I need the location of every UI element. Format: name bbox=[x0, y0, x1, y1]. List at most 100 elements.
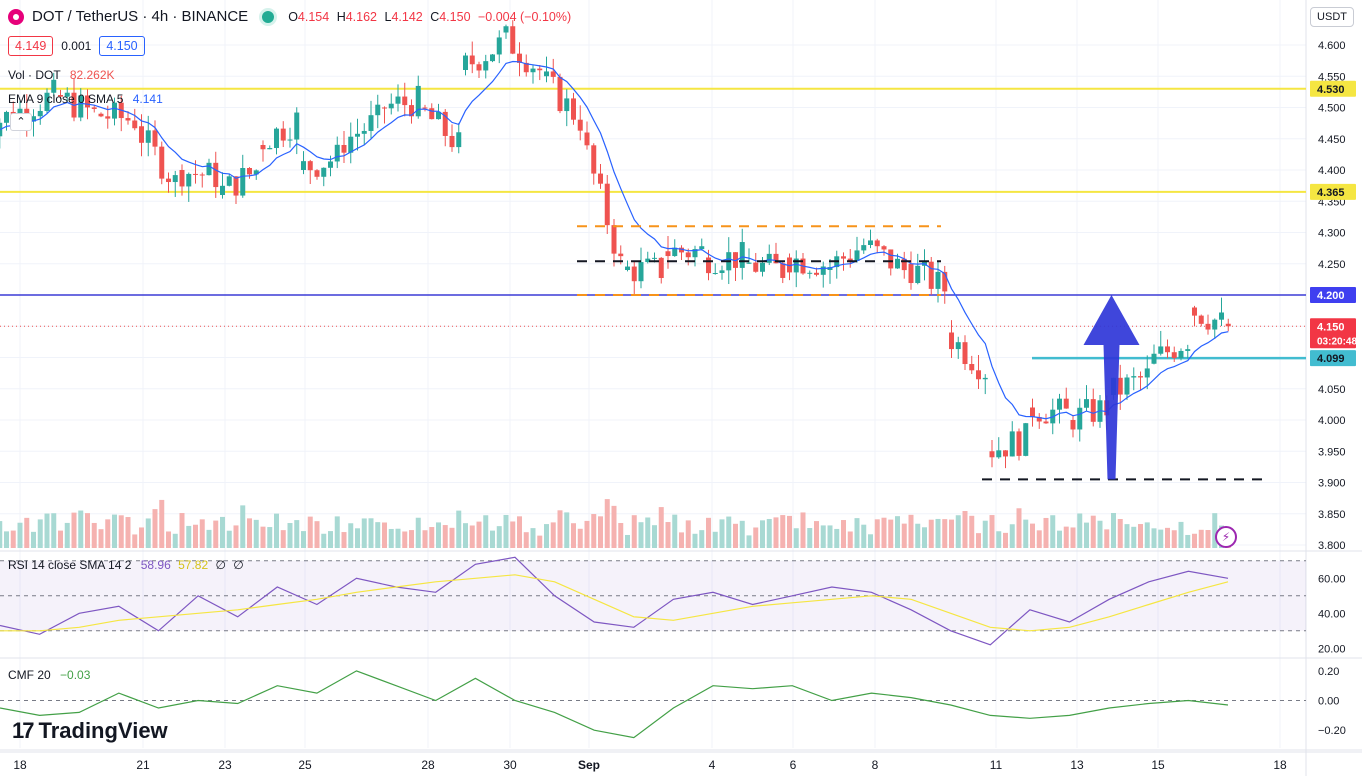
candle-body bbox=[307, 161, 313, 171]
volume-bar bbox=[1205, 530, 1211, 548]
volume-bar bbox=[692, 533, 698, 548]
volume-bar bbox=[64, 522, 70, 548]
volume-bar bbox=[942, 519, 948, 548]
candle-body bbox=[807, 272, 813, 274]
candle-body bbox=[874, 240, 880, 247]
buy-button[interactable]: 4.150 bbox=[99, 36, 145, 56]
volume-bar bbox=[976, 533, 981, 548]
volume-bar bbox=[186, 525, 192, 548]
tradingview-logo[interactable]: 17 TradingView bbox=[12, 718, 168, 744]
collapse-legend-icon[interactable]: ⌃ bbox=[10, 113, 32, 131]
rsi-tick-label: 60.00 bbox=[1318, 573, 1346, 585]
candle-body bbox=[375, 104, 381, 116]
volume-bar bbox=[51, 513, 57, 548]
candle-body bbox=[1009, 431, 1015, 457]
volume-bar bbox=[739, 520, 745, 548]
candle-body bbox=[368, 115, 374, 131]
volume-bar bbox=[1063, 526, 1069, 548]
candle-body bbox=[1030, 407, 1035, 418]
volume-bar bbox=[577, 528, 583, 548]
candle-body bbox=[51, 79, 57, 93]
sell-button[interactable]: 4.149 bbox=[8, 36, 54, 56]
volume-bar bbox=[172, 533, 178, 548]
volume-bar bbox=[280, 530, 286, 548]
volume-bar bbox=[429, 527, 435, 548]
volume-bar bbox=[361, 518, 367, 548]
candle-body bbox=[17, 108, 23, 114]
volume-bar bbox=[463, 523, 468, 548]
volume-bar bbox=[631, 515, 637, 548]
volume-bar bbox=[847, 531, 853, 548]
rsi-legend[interactable]: RSI 14 close SMA 14 2 58.96 57.82 ∅ ∅ bbox=[8, 558, 244, 572]
volume-bar bbox=[58, 530, 63, 548]
candle-body bbox=[625, 266, 630, 270]
time-tick-label: 25 bbox=[298, 758, 312, 772]
candle-body bbox=[1084, 399, 1089, 408]
volume-bar bbox=[861, 524, 867, 548]
candle-body bbox=[665, 251, 671, 257]
volume-bar bbox=[274, 513, 279, 548]
currency-button[interactable]: USDT bbox=[1310, 7, 1354, 27]
rsi-ma-value: 57.82 bbox=[178, 558, 209, 572]
candle-body bbox=[395, 96, 401, 104]
candle-body bbox=[854, 250, 860, 261]
rsi-tick-label: 20.00 bbox=[1318, 643, 1346, 655]
candle-body bbox=[125, 118, 131, 121]
volume-bar bbox=[841, 520, 846, 548]
high-label: H bbox=[336, 9, 346, 24]
candle-body bbox=[773, 253, 779, 264]
volume-bar bbox=[1212, 513, 1218, 548]
candle-body bbox=[577, 119, 583, 131]
lightning-icon[interactable]: ⚡ bbox=[1215, 526, 1237, 548]
candle-body bbox=[456, 132, 462, 148]
volume-bar bbox=[118, 515, 124, 548]
volume-bar bbox=[908, 514, 914, 548]
cmf-legend[interactable]: CMF 20 −0.03 bbox=[8, 668, 90, 682]
candle-body bbox=[935, 271, 941, 289]
candle-body bbox=[267, 148, 273, 150]
volume-legend[interactable]: Vol · DOT 82.262K bbox=[8, 68, 115, 82]
candle-body bbox=[206, 162, 212, 176]
price-tick-label: 4.550 bbox=[1318, 71, 1346, 83]
ema-legend[interactable]: EMA 9 close 0 SMA 5 4.141 bbox=[8, 92, 163, 106]
volume-bar bbox=[658, 507, 664, 548]
volume-bar bbox=[1016, 508, 1022, 548]
volume-bar bbox=[503, 514, 509, 548]
rsi-empty-2: ∅ bbox=[233, 558, 244, 572]
candle-body bbox=[598, 173, 603, 184]
cmf-tick-label: 0.20 bbox=[1318, 666, 1339, 678]
price-tick-label: 4.250 bbox=[1318, 259, 1346, 271]
volume-bar bbox=[44, 513, 50, 548]
volume-bar bbox=[571, 523, 576, 548]
volume-bar bbox=[0, 521, 3, 548]
chart-header: DOT / TetherUS · 4h · BINANCE O4.154 H4.… bbox=[8, 8, 571, 25]
symbol-title[interactable]: DOT / TetherUS · 4h · BINANCE bbox=[32, 8, 249, 25]
volume-bar bbox=[618, 523, 624, 548]
volume-bar bbox=[598, 516, 603, 548]
candle-body bbox=[841, 256, 846, 259]
volume-bar bbox=[85, 513, 90, 548]
change-value: −0.004 (−0.10%) bbox=[478, 9, 572, 24]
candle-body bbox=[159, 146, 165, 179]
candle-body bbox=[996, 450, 1002, 458]
volume-bar bbox=[37, 519, 43, 548]
volume-bar bbox=[233, 525, 239, 548]
volume-bar bbox=[1151, 528, 1157, 548]
candle-body bbox=[328, 161, 333, 168]
candle-body bbox=[982, 377, 988, 380]
candle-body bbox=[955, 342, 961, 350]
candle-body bbox=[1131, 376, 1137, 378]
volume-bar bbox=[307, 516, 313, 548]
volume-bar bbox=[1165, 527, 1170, 548]
cmf-pane: 0.20 0.00 −0.20 bbox=[0, 666, 1346, 739]
volume-bar bbox=[793, 528, 799, 548]
volume-bar bbox=[746, 535, 752, 548]
candle-body bbox=[793, 258, 799, 273]
time-tick-label: 21 bbox=[136, 758, 150, 772]
candle-body bbox=[949, 332, 954, 350]
candle-body bbox=[91, 107, 97, 109]
candle-body bbox=[388, 103, 394, 109]
volume-bar bbox=[1036, 530, 1042, 548]
candle-body bbox=[510, 26, 516, 54]
